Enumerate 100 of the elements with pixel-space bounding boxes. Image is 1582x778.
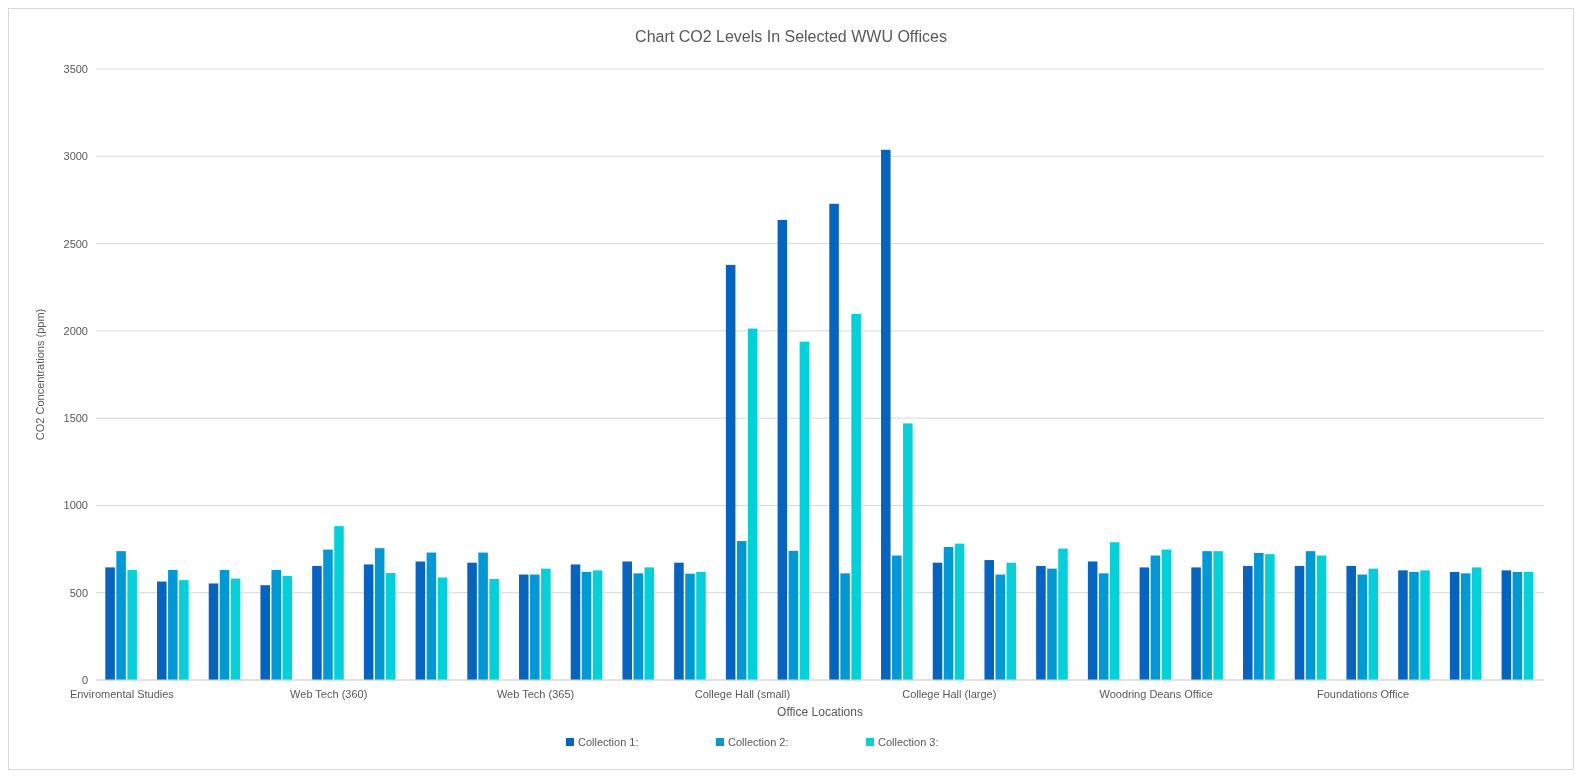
bar bbox=[541, 568, 551, 680]
bar bbox=[374, 548, 385, 680]
bar bbox=[622, 561, 632, 680]
bar bbox=[829, 203, 839, 680]
bar bbox=[157, 581, 167, 680]
bar bbox=[892, 555, 902, 680]
bar bbox=[777, 220, 788, 680]
bar bbox=[1512, 571, 1523, 680]
bar bbox=[799, 341, 810, 680]
y-tick-label: 1000 bbox=[63, 499, 88, 512]
bar bbox=[363, 564, 374, 680]
bar bbox=[633, 573, 644, 680]
x-tick-label: Enviromental Studies bbox=[69, 688, 175, 700]
bar bbox=[881, 149, 891, 680]
bar bbox=[984, 560, 994, 680]
y-tick-label: 2500 bbox=[63, 237, 88, 250]
bar bbox=[208, 583, 219, 680]
bar bbox=[788, 550, 799, 680]
bar bbox=[1087, 561, 1098, 680]
bar bbox=[674, 562, 684, 680]
bar bbox=[1357, 574, 1368, 680]
legend-label: Collection 3: bbox=[878, 736, 939, 748]
bar bbox=[478, 552, 488, 680]
bar bbox=[954, 543, 965, 680]
bar bbox=[592, 570, 603, 680]
x-tick-label: Web Tech (365) bbox=[496, 688, 575, 700]
bar bbox=[851, 313, 861, 680]
x-tick-label: College Hall (small) bbox=[694, 688, 791, 700]
y-tick-label: 3500 bbox=[63, 63, 88, 75]
y-tick-label: 1500 bbox=[63, 412, 88, 425]
bar bbox=[426, 552, 437, 680]
y-tick-label: 2000 bbox=[63, 324, 88, 337]
bar bbox=[105, 567, 115, 680]
bar bbox=[685, 573, 695, 680]
bar bbox=[1139, 567, 1150, 680]
bar bbox=[519, 574, 529, 680]
bar bbox=[282, 575, 293, 680]
bar bbox=[570, 564, 581, 680]
legend-label: Collection 1: bbox=[578, 736, 639, 748]
bar bbox=[116, 551, 126, 680]
chart-title: Chart CO2 Levels In Selected WWU Offices bbox=[635, 28, 947, 45]
x-tick-label: Web Tech (360) bbox=[290, 688, 368, 700]
bar bbox=[644, 567, 655, 680]
bar bbox=[168, 570, 178, 680]
bar bbox=[219, 570, 230, 680]
x-tick-label: Foundations Office bbox=[1316, 688, 1410, 700]
bar bbox=[1191, 567, 1201, 680]
bar bbox=[1501, 570, 1512, 680]
bar bbox=[1346, 566, 1356, 680]
bar bbox=[1305, 551, 1316, 680]
bar bbox=[1409, 571, 1419, 680]
bar bbox=[1058, 548, 1068, 680]
bar bbox=[1254, 552, 1264, 680]
bar bbox=[903, 423, 913, 680]
x-tick-label: College Hall (large) bbox=[902, 688, 997, 700]
bar bbox=[995, 574, 1006, 680]
bar bbox=[489, 578, 499, 680]
x-axis-title: Office Locations bbox=[777, 705, 863, 719]
bar bbox=[1449, 571, 1460, 680]
bar bbox=[271, 570, 282, 680]
bar bbox=[1471, 567, 1482, 680]
bar bbox=[943, 546, 954, 680]
bar bbox=[1316, 555, 1327, 680]
bar bbox=[530, 574, 540, 680]
bar bbox=[1006, 562, 1017, 680]
legend-label: Collection 2: bbox=[728, 736, 789, 748]
bar bbox=[736, 541, 747, 680]
bar bbox=[1460, 573, 1471, 680]
bar bbox=[323, 549, 333, 680]
bar bbox=[932, 562, 943, 680]
bar bbox=[334, 526, 344, 680]
bar bbox=[312, 566, 322, 680]
y-tick-label: 500 bbox=[69, 586, 88, 599]
bar bbox=[581, 571, 592, 680]
bar bbox=[1161, 549, 1172, 680]
bar bbox=[1523, 571, 1534, 680]
bar bbox=[1109, 542, 1120, 680]
bar bbox=[437, 577, 448, 680]
bar bbox=[1202, 551, 1212, 680]
bar bbox=[1150, 555, 1161, 680]
bar bbox=[840, 573, 850, 680]
bar bbox=[1036, 566, 1046, 680]
bar bbox=[1243, 566, 1253, 680]
bar bbox=[179, 580, 189, 680]
x-tick-label: Woodring Deans Office bbox=[1099, 688, 1213, 700]
bar bbox=[415, 561, 426, 680]
bar bbox=[385, 572, 396, 680]
bar bbox=[1294, 566, 1305, 680]
y-axis-title: CO2 Concentrations (ppm) bbox=[34, 308, 46, 441]
bar bbox=[1368, 568, 1379, 680]
bar bbox=[127, 570, 137, 680]
bar bbox=[1213, 551, 1223, 680]
y-tick-label: 0 bbox=[81, 674, 88, 686]
bar bbox=[1398, 570, 1408, 680]
bar bbox=[1265, 554, 1275, 680]
y-tick-label: 3000 bbox=[63, 150, 88, 163]
bar bbox=[1047, 568, 1057, 680]
bar bbox=[260, 585, 270, 680]
bar bbox=[696, 571, 706, 680]
bar bbox=[1420, 570, 1430, 680]
